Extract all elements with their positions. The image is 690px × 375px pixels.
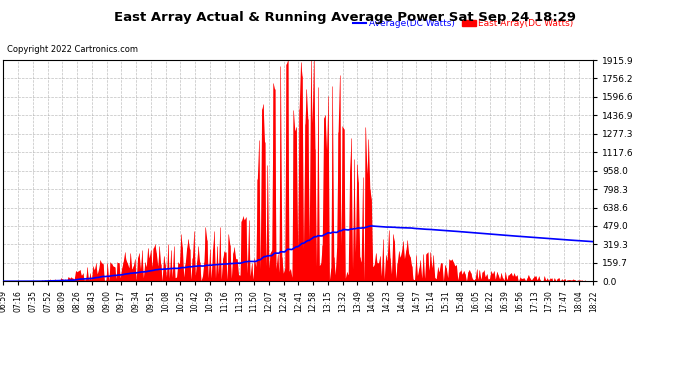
Text: East Array Actual & Running Average Power Sat Sep 24 18:29: East Array Actual & Running Average Powe… bbox=[114, 11, 576, 24]
Text: Copyright 2022 Cartronics.com: Copyright 2022 Cartronics.com bbox=[7, 45, 138, 54]
Legend: Average(DC Watts), East Array(DC Watts): Average(DC Watts), East Array(DC Watts) bbox=[349, 16, 577, 32]
